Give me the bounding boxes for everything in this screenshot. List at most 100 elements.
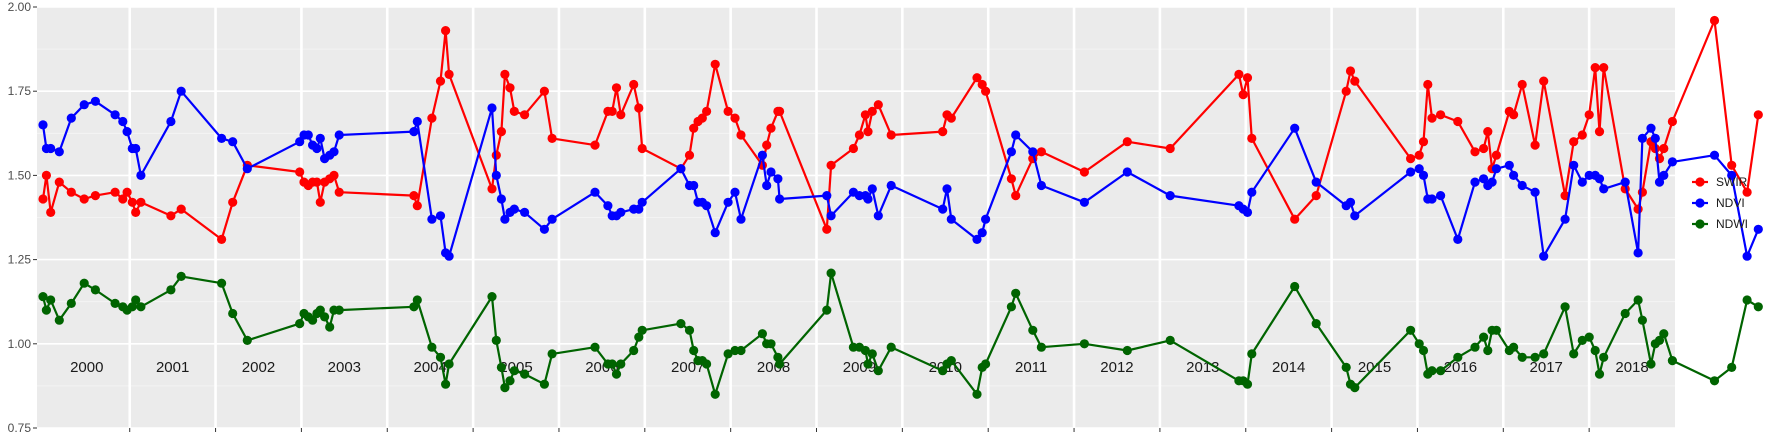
ndwi-point: [1491, 325, 1501, 335]
swir-point: [634, 103, 644, 113]
ndwi-point: [1453, 352, 1463, 362]
ndvi-point: [1633, 248, 1643, 258]
swir-point: [315, 197, 325, 207]
ndvi-point: [1569, 160, 1579, 170]
ndwi-point: [54, 315, 64, 325]
ndwi-point: [66, 298, 76, 308]
swir-point: [775, 106, 785, 116]
ndvi-point: [1667, 157, 1677, 167]
ndvi-point: [1311, 177, 1321, 187]
swir-point: [509, 106, 519, 116]
ndvi-point: [1079, 197, 1089, 207]
year-label: 2001: [156, 359, 189, 376]
ndwi-point: [1577, 335, 1587, 345]
ndwi-point: [325, 322, 335, 332]
swir-point: [217, 234, 227, 244]
ndwi-point: [1594, 369, 1605, 379]
legend-label: SWIR: [1716, 175, 1748, 189]
ndwi-point: [689, 345, 699, 356]
grid-major: [37, 6, 1675, 429]
ndvi-point: [1709, 150, 1720, 160]
ndvi-point: [723, 197, 733, 207]
ndwi-point: [1006, 302, 1017, 312]
ndwi-point: [736, 345, 746, 356]
ndvi-point: [242, 164, 252, 174]
ndwi-point: [1742, 295, 1752, 305]
ndvi-point: [166, 116, 176, 127]
swir-point: [1418, 137, 1429, 147]
swir-point: [1667, 116, 1677, 127]
legend-label: NDVI: [1716, 196, 1745, 210]
ndwi-point: [166, 285, 176, 295]
legend-key-point: [1695, 177, 1705, 187]
y-tick-label: 2.00: [8, 0, 32, 14]
ndvi-point: [1530, 187, 1540, 197]
ndvi-point: [1011, 130, 1021, 140]
legend-item-ndvi: NDVI: [1692, 196, 1745, 210]
ndvi-point: [826, 211, 836, 221]
ndwi-point: [505, 376, 515, 386]
ndvi-point: [547, 214, 557, 224]
swir-point: [1341, 86, 1351, 96]
ndvi-point: [603, 201, 613, 211]
ndvi-point: [1517, 180, 1527, 191]
swir-point: [822, 224, 832, 234]
swir-point: [1659, 143, 1669, 154]
ndvi-point: [110, 110, 120, 120]
ndvi-point: [773, 174, 783, 184]
swir-point: [1509, 110, 1519, 120]
ndwi-point: [1036, 342, 1046, 352]
ndwi-point: [1753, 302, 1763, 312]
series: [38, 15, 1763, 399]
ndvi-point: [775, 194, 785, 204]
ndvi-point: [1646, 123, 1656, 133]
swir-point: [1406, 154, 1416, 164]
ndvi-point: [1418, 170, 1429, 180]
ndwi-point: [1620, 308, 1630, 319]
ndvi-point: [412, 116, 422, 127]
ndwi-point: [1539, 349, 1549, 359]
ndvi-point: [730, 187, 740, 197]
ndvi-point: [131, 143, 141, 154]
ndwi-point: [1418, 345, 1429, 356]
ndvi-point: [1036, 180, 1046, 191]
ndwi-point: [1667, 356, 1677, 366]
ndvi-point: [79, 100, 89, 110]
ndvi-point: [228, 137, 238, 147]
ndwi-point: [1341, 362, 1351, 372]
ndvi-point: [1654, 177, 1665, 187]
ndvi-point: [46, 143, 56, 154]
ndvi-point: [122, 127, 132, 137]
ndvi-point: [1028, 147, 1038, 157]
ndwi-point: [1569, 349, 1579, 359]
swir-point: [500, 69, 510, 79]
ndwi-point: [308, 315, 318, 325]
swir-point: [1569, 137, 1579, 147]
ndwi-point: [90, 285, 100, 295]
ndvi-point: [1414, 164, 1424, 174]
ndvi-point: [539, 224, 550, 234]
ndvi-point: [634, 204, 644, 214]
ndvi-point: [315, 133, 325, 143]
ndvi-point: [981, 214, 991, 224]
ndwi-point: [1011, 288, 1021, 298]
y-axis: 0.75 1.00 1.25 1.50 1.75 2.00: [8, 0, 37, 435]
swir-point: [166, 211, 176, 221]
ndwi-point: [1479, 332, 1489, 342]
ndwi-point: [867, 349, 877, 359]
ndvi-point: [689, 180, 699, 191]
ndvi-point: [1659, 170, 1669, 180]
ndvi-point: [1742, 251, 1752, 261]
ndvi-point: [1727, 170, 1737, 180]
ndwi-point: [38, 292, 48, 302]
swir-point: [736, 130, 746, 140]
ndwi-point: [491, 335, 501, 345]
ndvi-point: [520, 207, 530, 217]
ndvi-point: [500, 214, 510, 224]
swir-point: [312, 177, 322, 187]
swir-point: [616, 110, 626, 120]
swir-point: [329, 170, 339, 180]
year-label: 2008: [757, 359, 790, 376]
swir-point: [689, 123, 699, 133]
